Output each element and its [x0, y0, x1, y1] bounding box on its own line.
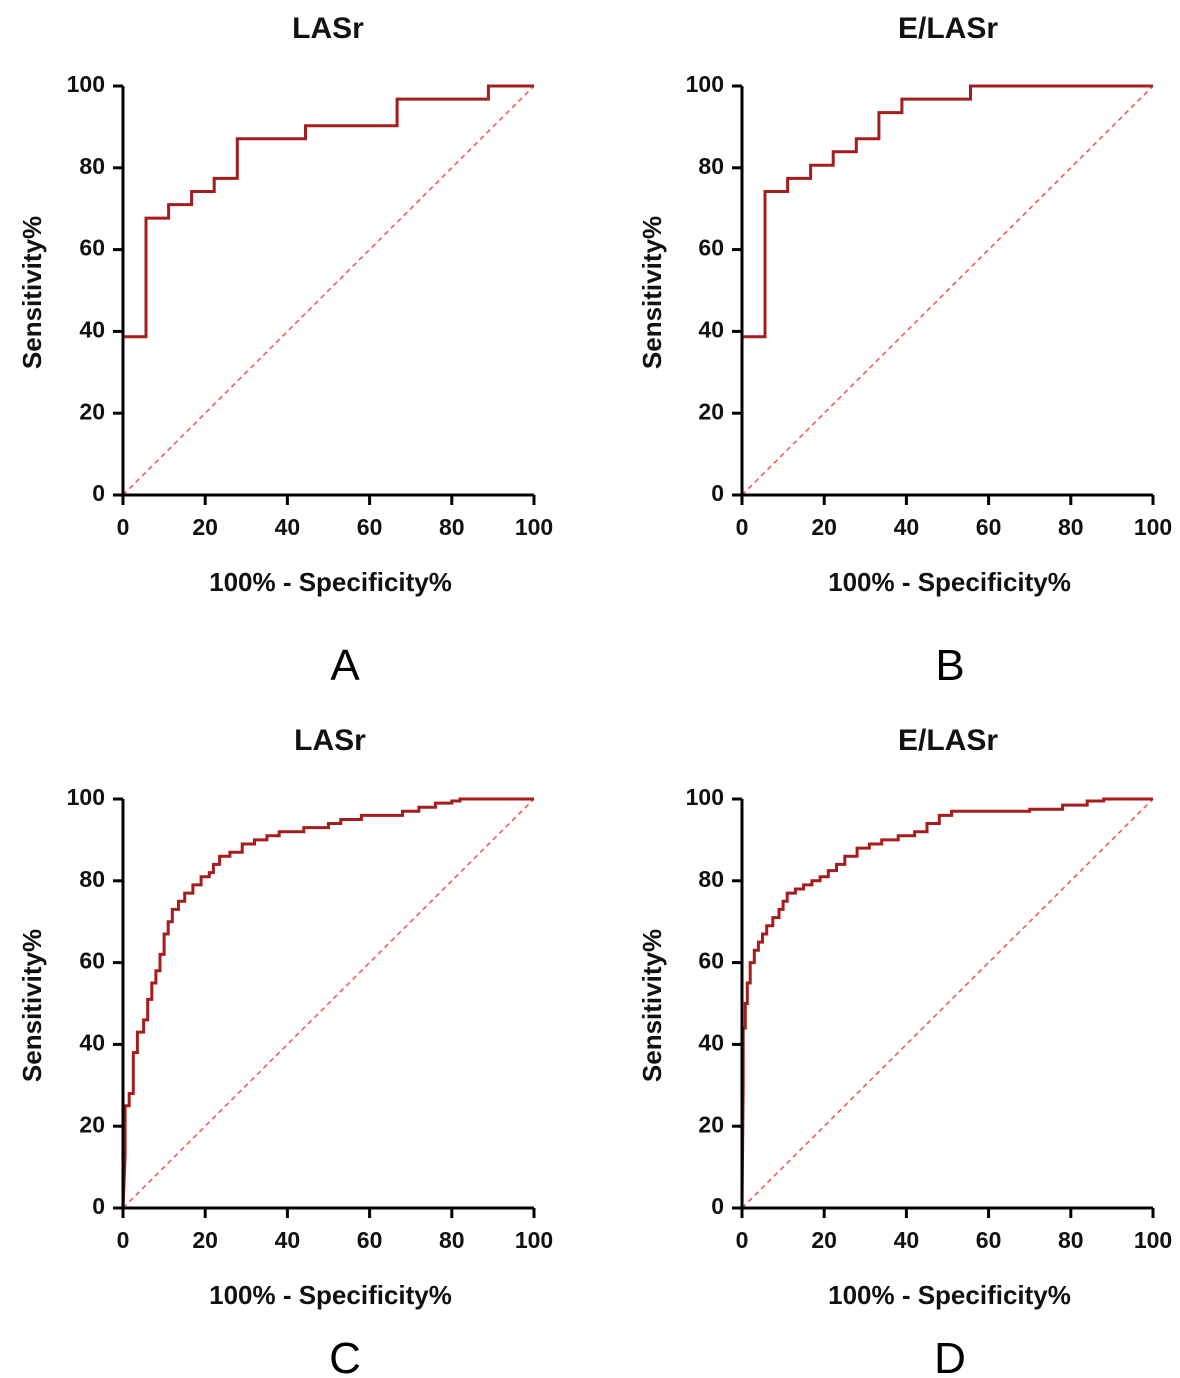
y-tick-label: 40: [79, 316, 105, 342]
y-axis-label: Sensitivity%: [637, 216, 667, 369]
x-axis-label: 100% - Specificity%: [828, 567, 1071, 597]
x-tick-label: 40: [275, 1227, 301, 1253]
chart-title: LASr: [294, 724, 366, 757]
y-tick-label: 20: [79, 1111, 105, 1137]
y-tick-label: 0: [92, 480, 105, 506]
x-tick-label: 80: [439, 514, 465, 540]
y-axis-label: Sensitivity%: [17, 216, 47, 369]
x-tick-label: 100: [515, 1227, 553, 1253]
y-tick-label: 20: [698, 1111, 724, 1137]
y-tick-label: 80: [698, 153, 724, 179]
y-tick-label: 40: [698, 316, 724, 342]
x-tick-label: 20: [192, 1227, 218, 1253]
panel-b: E/LASr 0 20 40 60 80 100 0 20 40 60 80 100 100% - Spe…: [637, 12, 1172, 690]
x-tick-label: 80: [1058, 514, 1084, 540]
x-tick-label: 80: [1058, 1227, 1084, 1253]
panel-label: B: [935, 641, 964, 690]
reference-line: [741, 798, 1154, 1209]
y-tick-label: 0: [92, 1193, 105, 1219]
y-tick-label: 20: [79, 398, 105, 424]
panel-label: C: [329, 1334, 361, 1378]
roc-curve: [121, 797, 534, 1209]
chart-title: E/LASr: [898, 724, 998, 757]
y-tick-label: 100: [686, 784, 724, 810]
y-tick-label: 80: [79, 866, 105, 892]
x-axis-label: 100% - Specificity%: [828, 1280, 1071, 1310]
y-axis-label: Sensitivity%: [637, 929, 667, 1082]
panel-d: E/LASr 0 20 40 60 80 100 0 20 40 60 80 100 100% - Spe…: [637, 724, 1172, 1378]
y-tick-label: 80: [79, 153, 105, 179]
roc-curve: [121, 84, 534, 495]
y-tick-label: 60: [698, 235, 724, 261]
y-tick-label: 60: [698, 948, 724, 974]
panel-a: LASr 0 20 40 60 80 100 0 20 40 60 80 100 100% - Speci…: [17, 12, 553, 690]
x-tick-label: 40: [894, 514, 920, 540]
x-axis-label: 100% - Specificity%: [209, 567, 452, 597]
x-tick-label: 0: [736, 1227, 749, 1253]
panel-c: LASr 0 20 40 60 80 100 0 20 40 60 80 100 100% - Speci…: [17, 724, 553, 1378]
y-tick-label: 80: [698, 866, 724, 892]
x-tick-label: 60: [357, 1227, 383, 1253]
panel-label: A: [330, 641, 360, 690]
reference-line: [122, 798, 535, 1209]
y-tick-label: 0: [711, 1193, 724, 1219]
y-tick-label: 60: [79, 948, 105, 974]
reference-line: [122, 85, 535, 496]
x-axis-label: 100% - Specificity%: [209, 1280, 452, 1310]
panel-label: D: [934, 1334, 966, 1378]
y-tick-label: 40: [79, 1029, 105, 1055]
x-tick-label: 20: [811, 1227, 837, 1253]
x-tick-label: 20: [811, 514, 837, 540]
y-tick-label: 100: [67, 71, 105, 97]
x-tick-label: 100: [1134, 1227, 1172, 1253]
x-tick-label: 60: [976, 514, 1002, 540]
x-tick-label: 40: [894, 1227, 920, 1253]
y-tick-label: 100: [686, 71, 724, 97]
roc-curve: [740, 84, 1153, 495]
y-tick-label: 40: [698, 1029, 724, 1055]
chart-title: LASr: [292, 12, 364, 45]
y-tick-label: 20: [698, 398, 724, 424]
x-tick-label: 80: [439, 1227, 465, 1253]
x-tick-label: 40: [275, 514, 301, 540]
x-tick-label: 0: [117, 1227, 130, 1253]
y-axis-label: Sensitivity%: [17, 929, 47, 1082]
x-tick-label: 20: [192, 514, 218, 540]
y-tick-label: 0: [711, 480, 724, 506]
roc-curve: [740, 797, 1153, 1209]
x-tick-label: 60: [976, 1227, 1002, 1253]
y-tick-label: 100: [67, 784, 105, 810]
chart-title: E/LASr: [898, 12, 998, 45]
x-tick-label: 0: [736, 514, 749, 540]
reference-line: [741, 85, 1154, 496]
x-tick-label: 60: [357, 514, 383, 540]
y-tick-label: 60: [79, 235, 105, 261]
x-tick-label: 0: [117, 514, 130, 540]
x-tick-label: 100: [1134, 514, 1172, 540]
x-tick-label: 100: [515, 514, 553, 540]
